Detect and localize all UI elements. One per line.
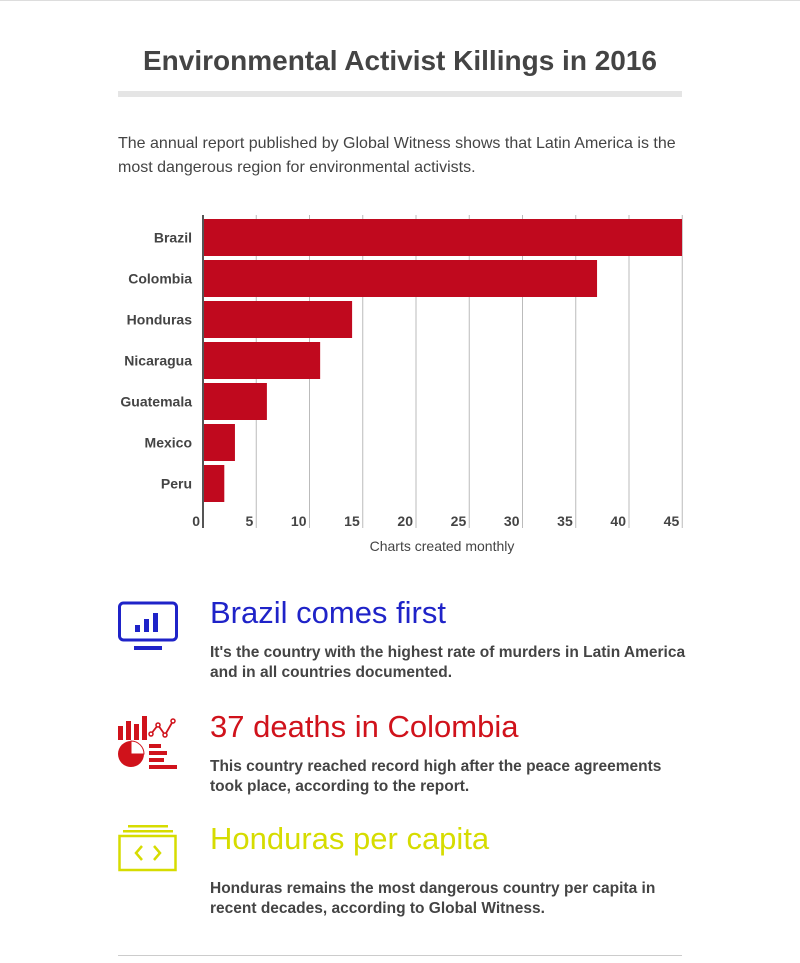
y-category-label: Peru	[161, 476, 192, 492]
y-category-label: Honduras	[127, 312, 193, 328]
x-tick-label: 10	[291, 513, 307, 529]
bar-honduras	[203, 301, 353, 338]
bar-peru	[203, 465, 225, 502]
bar-brazil	[203, 219, 682, 256]
feature-heading: Honduras per capita	[210, 821, 490, 856]
bottom-divider	[118, 955, 682, 956]
intro-text: The annual report published by Global Wi…	[118, 135, 676, 176]
y-category-label: Guatemala	[120, 394, 192, 410]
y-category-label: Nicaragua	[124, 353, 192, 369]
y-category-label: Colombia	[128, 271, 192, 287]
x-axis-title: Charts created monthly	[370, 538, 515, 554]
monitor-bar-chart-icon	[118, 601, 178, 650]
x-tick-label: 5	[245, 513, 253, 529]
charts-collection-icon	[118, 716, 177, 769]
feature-text: Honduras remains the most dangerous coun…	[210, 880, 656, 917]
x-tick-label: 30	[504, 513, 520, 529]
bar-nicaragua	[203, 342, 321, 379]
feature-heading: 37 deaths in Colombia	[210, 709, 519, 744]
y-category-label: Brazil	[154, 230, 192, 246]
feature-text: It's the country with the highest rate o…	[210, 644, 686, 681]
x-tick-label: 40	[610, 513, 626, 529]
x-tick-label: 20	[397, 513, 413, 529]
page-title: Environmental Activist Killings in 2016	[143, 45, 657, 76]
x-tick-label: 35	[557, 513, 573, 529]
bar-chart: 0 5 10 15 20 25 30 35 40 45 Brazil Colombia Honduras…	[120, 215, 683, 554]
code-window-icon	[118, 825, 177, 872]
x-tick-label: 25	[451, 513, 467, 529]
x-tick-label: 0	[192, 513, 200, 529]
x-tick-label: 45	[664, 513, 680, 529]
bar-mexico	[203, 424, 235, 461]
title-underline	[118, 91, 682, 97]
x-tick-label: 15	[344, 513, 360, 529]
bar-colombia	[203, 260, 598, 297]
feature-text: This country reached record high after t…	[210, 758, 662, 795]
bar-guatemala	[203, 383, 267, 420]
y-category-label: Mexico	[145, 435, 192, 451]
feature-heading: Brazil comes first	[210, 595, 446, 630]
